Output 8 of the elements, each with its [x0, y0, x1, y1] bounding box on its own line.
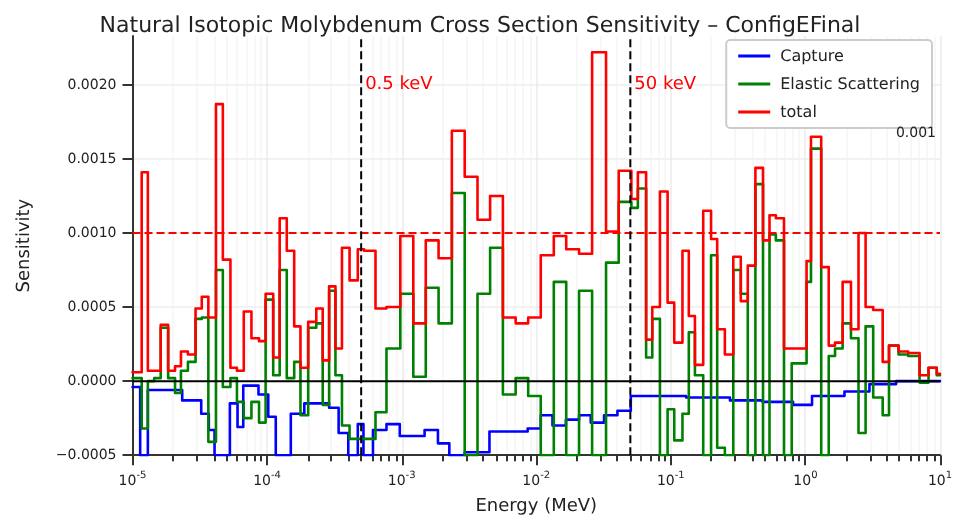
- legend-label: total: [780, 103, 817, 121]
- chart-title: Natural Isotopic Molybdenum Cross Section Sensitivity – ConfigEFinal: [99, 12, 861, 38]
- legend-label: Capture: [780, 47, 845, 65]
- ref-line-label: 0.5 keV: [365, 75, 435, 95]
- ref-line-label: 50 keV: [634, 75, 698, 95]
- y-axis-title: Sensitivity: [15, 197, 35, 293]
- x-axis-title: Energy (MeV): [475, 497, 598, 517]
- legend-label: Elastic Scattering: [780, 75, 921, 93]
